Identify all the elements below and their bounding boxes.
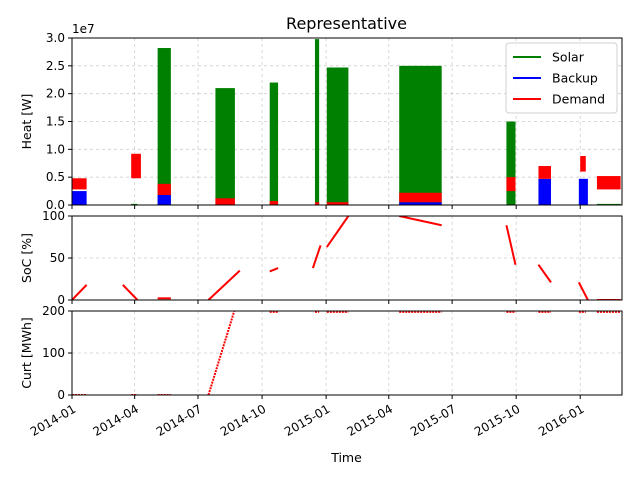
demand-band — [580, 156, 586, 172]
demand-band — [269, 201, 279, 205]
backup-bar — [72, 191, 87, 205]
legend-label-demand: Demand — [552, 92, 605, 107]
series-solar — [131, 39, 621, 205]
series-line-segment — [537, 264, 552, 283]
y-axis-label: Heat [W] — [19, 94, 34, 150]
solar-bar — [269, 82, 279, 205]
series-line-segment — [311, 245, 322, 269]
y-tick-label: 3.0 — [46, 31, 65, 45]
y-tick-label: 1.5 — [46, 115, 65, 129]
backup-bar — [578, 178, 588, 205]
y-tick-label: 200 — [42, 304, 65, 318]
demand-band — [326, 202, 349, 205]
plot-data — [72, 216, 621, 300]
solar-bar — [326, 67, 349, 205]
y-tick-label: 0 — [57, 388, 65, 402]
panel-1: 0.0 0.5 1.0 1.5 2.0 2.5 3.0 Heat [W] 1e7 Solar Bac… — [19, 22, 623, 212]
y-tick-label: 2.0 — [46, 87, 65, 101]
x-axis-label: Time — [330, 450, 362, 465]
backup-bar — [399, 202, 442, 205]
solar-bar — [157, 48, 171, 205]
demand-band — [131, 153, 141, 179]
solar-bar — [596, 203, 621, 205]
solar-bar — [399, 65, 442, 205]
backup-bar — [157, 194, 171, 205]
plot-data — [72, 311, 621, 395]
series-demand — [72, 153, 621, 205]
demand-band — [215, 198, 235, 205]
y-tick-label: 0.5 — [46, 170, 65, 184]
series-line-segment — [72, 284, 88, 300]
plot-data — [72, 39, 621, 205]
series-backup — [72, 178, 588, 205]
backup-bar — [538, 178, 551, 205]
legend-label-backup: Backup — [552, 71, 598, 86]
demand-band — [538, 166, 551, 179]
series-line-segment — [122, 284, 139, 300]
series-line-segment — [325, 216, 350, 248]
chart-title: Representative — [286, 14, 407, 33]
y-tick-label: 100 — [42, 209, 65, 223]
y-axis-label: SoC [%] — [19, 233, 34, 283]
y-offset-label: 1e7 — [72, 22, 95, 36]
demand-band — [314, 202, 320, 205]
y-tick-label: 1.0 — [46, 142, 65, 156]
demand-band — [399, 192, 442, 203]
demand-band — [72, 178, 87, 190]
legend-label-solar: Solar — [552, 50, 585, 65]
legend: Solar Backup Demand — [505, 42, 618, 114]
series-line-segment — [207, 311, 236, 395]
y-tick-label: 0.0 — [46, 198, 65, 212]
legend-box — [505, 42, 618, 114]
series-line-segment — [269, 267, 279, 273]
demand-band — [157, 183, 171, 195]
y-tick-label: 50 — [50, 251, 65, 265]
solar-bar — [131, 203, 138, 205]
panels: 0.0 0.5 1.0 1.5 2.0 2.5 3.0 Heat [W] 1e7 Solar Bac… — [19, 22, 623, 439]
solar-bar — [506, 121, 516, 205]
series-line-segment — [577, 281, 589, 300]
panel-2: 0 50 100 SoC [%] — [19, 209, 623, 307]
y-tick-label: 100 — [42, 346, 65, 360]
solar-bar — [215, 88, 235, 205]
series-line-segment — [399, 216, 442, 227]
y-tick-label: 0 — [57, 293, 65, 307]
series-line-segment — [207, 269, 241, 300]
demand-band — [596, 176, 621, 190]
demand-band — [506, 177, 516, 192]
y-tick-label: 2.5 — [46, 59, 65, 73]
solar-bar — [314, 39, 320, 205]
series-line-segment — [505, 225, 517, 265]
y-axis-label: Curt [MWh] — [19, 317, 34, 388]
